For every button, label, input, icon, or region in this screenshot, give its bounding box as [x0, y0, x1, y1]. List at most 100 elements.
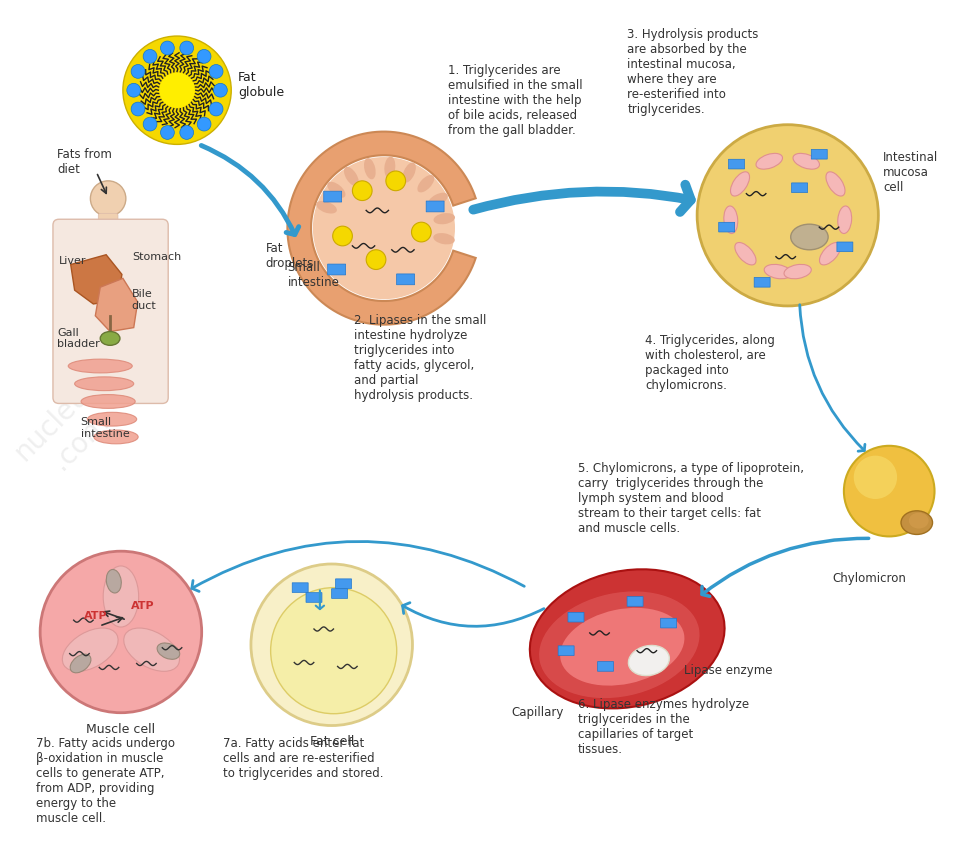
Circle shape: [143, 118, 157, 131]
Ellipse shape: [909, 513, 928, 529]
FancyBboxPatch shape: [426, 201, 444, 212]
Ellipse shape: [94, 430, 138, 444]
FancyBboxPatch shape: [306, 593, 322, 602]
Text: 6. Lipase enzymes hydrolyze
triglycerides in the
capillaries of target
tissues.: 6. Lipase enzymes hydrolyze triglyceride…: [578, 698, 749, 756]
Ellipse shape: [75, 377, 134, 391]
Text: Fat cell: Fat cell: [310, 735, 354, 748]
Ellipse shape: [791, 224, 829, 250]
Ellipse shape: [344, 167, 359, 186]
Ellipse shape: [106, 569, 121, 593]
FancyBboxPatch shape: [292, 583, 308, 593]
Ellipse shape: [71, 654, 91, 673]
Text: 1. Triglycerides are
emulsified in the small
intestine with the help
of bile aci: 1. Triglycerides are emulsified in the s…: [448, 64, 583, 137]
Circle shape: [366, 250, 386, 270]
Ellipse shape: [157, 643, 180, 659]
Ellipse shape: [317, 201, 337, 214]
Ellipse shape: [724, 206, 738, 234]
Circle shape: [411, 222, 431, 242]
Circle shape: [697, 125, 878, 306]
Polygon shape: [71, 254, 122, 304]
Text: Fats from
diet: Fats from diet: [57, 148, 111, 176]
Text: ATP: ATP: [83, 612, 107, 621]
Ellipse shape: [764, 265, 792, 279]
Polygon shape: [287, 131, 475, 324]
Circle shape: [854, 456, 897, 499]
Circle shape: [143, 49, 157, 63]
FancyBboxPatch shape: [811, 150, 828, 159]
Text: Stomach: Stomach: [132, 252, 181, 262]
Text: Muscle cell: Muscle cell: [86, 722, 156, 735]
FancyBboxPatch shape: [332, 589, 348, 599]
Circle shape: [844, 445, 934, 536]
Ellipse shape: [901, 511, 932, 535]
Circle shape: [352, 181, 372, 201]
Ellipse shape: [434, 213, 455, 224]
Text: Bile
duct: Bile duct: [132, 289, 157, 311]
Text: nucleus
.com: nucleus .com: [10, 371, 128, 490]
Text: 2. Lipases in the small
intestine hydrolyze
triglycerides into
fatty acids, glyc: 2. Lipases in the small intestine hydrol…: [354, 314, 487, 402]
Ellipse shape: [539, 592, 700, 698]
FancyBboxPatch shape: [837, 242, 853, 252]
Text: Liver: Liver: [59, 256, 86, 266]
FancyBboxPatch shape: [559, 646, 574, 656]
Circle shape: [386, 171, 406, 190]
Ellipse shape: [434, 233, 455, 245]
Text: 7a. Fatty acids enter fat
cells and are re-esterified
to triglycerides and store: 7a. Fatty acids enter fat cells and are …: [224, 737, 384, 780]
Circle shape: [161, 125, 174, 139]
Ellipse shape: [529, 569, 725, 708]
Ellipse shape: [87, 413, 136, 426]
Ellipse shape: [62, 628, 118, 671]
Circle shape: [180, 41, 194, 54]
Text: 3. Hydrolysis products
are absorbed by the
intestinal mucosa,
where they are
re-: 3. Hydrolysis products are absorbed by t…: [627, 29, 759, 116]
Circle shape: [180, 125, 194, 139]
FancyBboxPatch shape: [53, 219, 168, 403]
FancyBboxPatch shape: [754, 278, 771, 287]
Text: Intestinal
mucosa
cell: Intestinal mucosa cell: [883, 151, 939, 195]
Text: Chylomicron: Chylomicron: [832, 572, 906, 585]
FancyBboxPatch shape: [627, 597, 643, 606]
Ellipse shape: [560, 608, 684, 686]
FancyBboxPatch shape: [597, 662, 614, 671]
Ellipse shape: [384, 157, 395, 178]
Circle shape: [197, 118, 211, 131]
Polygon shape: [95, 279, 137, 331]
Text: 4. Triglycerides, along
with cholesterol, are
packaged into
chylomicrons.: 4. Triglycerides, along with cholesterol…: [645, 334, 774, 392]
FancyBboxPatch shape: [397, 274, 414, 285]
Circle shape: [197, 49, 211, 63]
Circle shape: [333, 226, 352, 246]
Ellipse shape: [784, 265, 811, 279]
Ellipse shape: [403, 163, 416, 183]
Ellipse shape: [428, 193, 448, 207]
Ellipse shape: [756, 153, 782, 170]
Ellipse shape: [793, 153, 820, 170]
Circle shape: [271, 587, 397, 714]
Ellipse shape: [313, 157, 455, 299]
FancyBboxPatch shape: [99, 214, 118, 229]
Circle shape: [123, 36, 231, 144]
Text: Fat
globule: Fat globule: [238, 71, 285, 99]
Circle shape: [160, 73, 195, 108]
Circle shape: [161, 41, 174, 54]
FancyBboxPatch shape: [718, 222, 735, 232]
Text: Lipase enzyme: Lipase enzyme: [684, 663, 772, 677]
Ellipse shape: [735, 242, 756, 265]
Text: 7b. Fatty acids undergo
β-oxidation in muscle
cells to generate ATP,
from ADP, p: 7b. Fatty acids undergo β-oxidation in m…: [36, 737, 175, 825]
Ellipse shape: [826, 172, 845, 196]
FancyBboxPatch shape: [336, 579, 351, 588]
Text: ATP: ATP: [131, 601, 155, 612]
Circle shape: [214, 83, 227, 97]
Ellipse shape: [364, 158, 376, 179]
Circle shape: [127, 83, 140, 97]
Text: Fat
droplets: Fat droplets: [265, 241, 314, 270]
Text: Capillary: Capillary: [511, 706, 563, 719]
Ellipse shape: [731, 172, 749, 196]
Ellipse shape: [820, 242, 840, 265]
FancyBboxPatch shape: [328, 264, 346, 275]
Ellipse shape: [104, 566, 138, 627]
Text: Small
intestine: Small intestine: [80, 417, 130, 439]
Text: Gall
bladder: Gall bladder: [57, 328, 100, 349]
Ellipse shape: [417, 175, 435, 192]
Circle shape: [209, 102, 223, 116]
Circle shape: [40, 551, 201, 713]
Ellipse shape: [124, 628, 179, 671]
